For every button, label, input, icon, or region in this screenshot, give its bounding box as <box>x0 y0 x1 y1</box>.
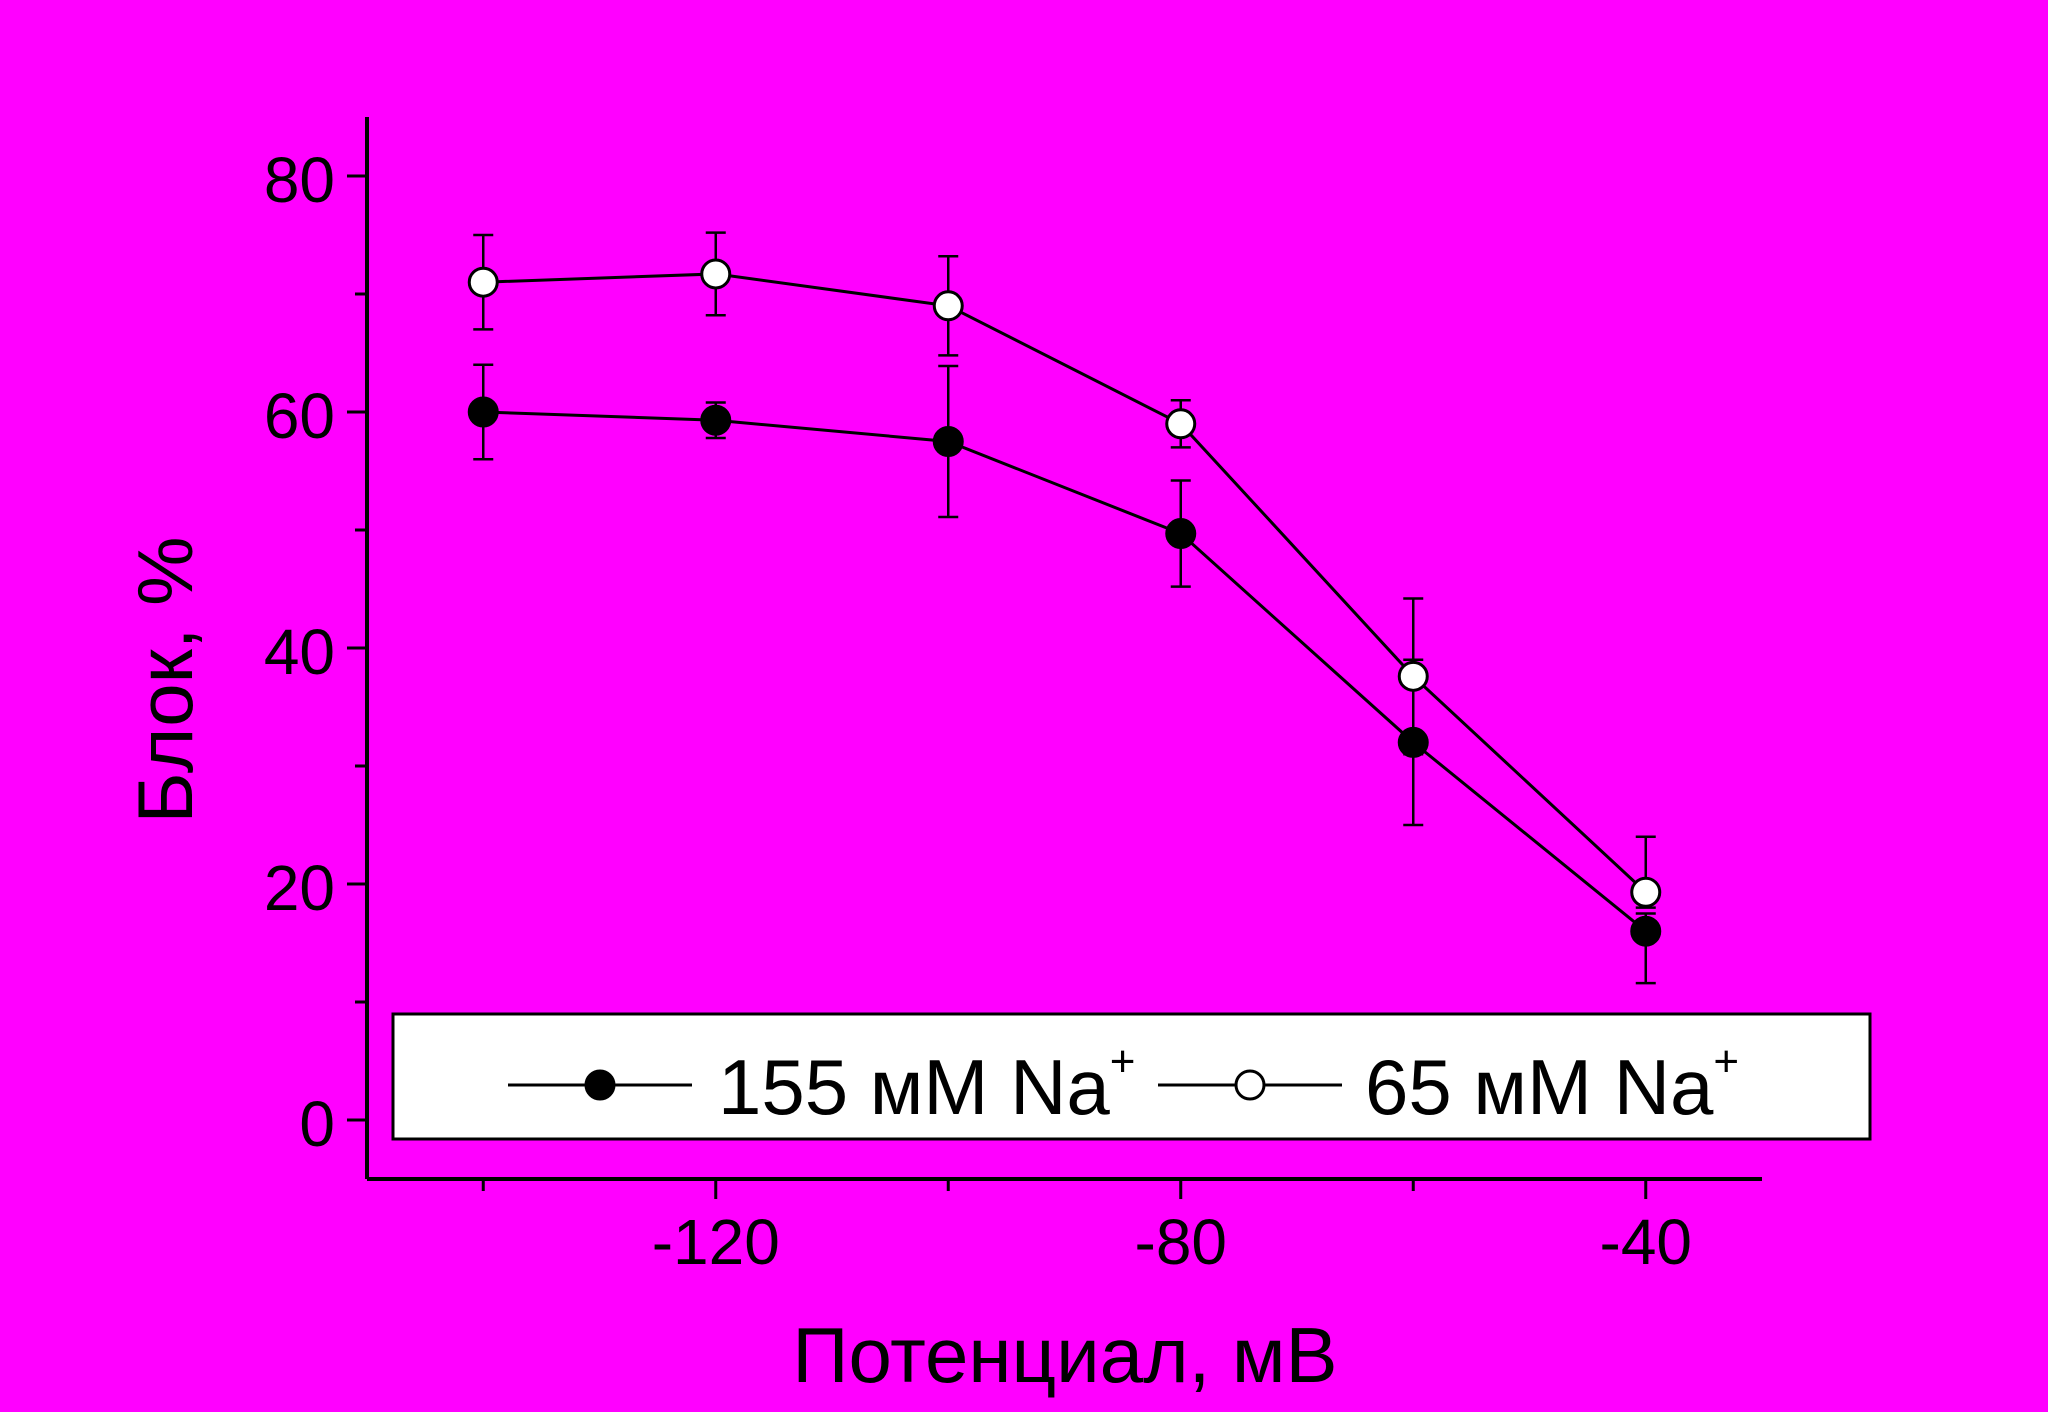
data-point <box>1165 408 1197 440</box>
x-tick-label: -80 <box>1135 1206 1228 1278</box>
data-point <box>1630 876 1662 908</box>
series-line <box>483 272 1647 894</box>
y-tick-label: 60 <box>264 380 335 452</box>
y-tick-label: 0 <box>299 1088 335 1160</box>
series-1 <box>467 231 1662 909</box>
legend-label-65: 65 мМ Na+ <box>1365 1037 1739 1131</box>
legend-box <box>391 1012 1872 1141</box>
data-point <box>932 290 964 322</box>
data-point <box>1630 915 1662 947</box>
x-axis-label: Потенциал, мВ <box>792 1311 1337 1399</box>
legend-label-155: 155 мМ Na+ <box>718 1037 1136 1131</box>
data-point <box>467 396 499 428</box>
y-axis-label: Блок, % <box>121 537 209 824</box>
legend-marker-155 <box>584 1069 616 1101</box>
y-tick-label: 40 <box>264 616 335 688</box>
series-layer <box>467 231 1662 985</box>
y-tick-label: 20 <box>264 852 335 924</box>
data-point <box>700 258 732 290</box>
x-tick-label: -120 <box>652 1206 780 1278</box>
x-tick-label: -40 <box>1600 1206 1693 1278</box>
data-point <box>700 404 732 436</box>
data-point <box>1397 660 1429 692</box>
series-0 <box>467 363 1662 985</box>
data-point <box>932 426 964 457</box>
series-line <box>483 410 1647 933</box>
legend: 155 мМ Na+ 65 мМ Na+ <box>391 1012 1872 1141</box>
data-point <box>467 266 499 298</box>
axes: 0 20 40 60 80 -120 -80 -40 <box>264 117 1762 1278</box>
y-tick-label: 80 <box>264 144 335 216</box>
legend-marker-65 <box>1234 1069 1266 1101</box>
data-point <box>1165 518 1197 550</box>
